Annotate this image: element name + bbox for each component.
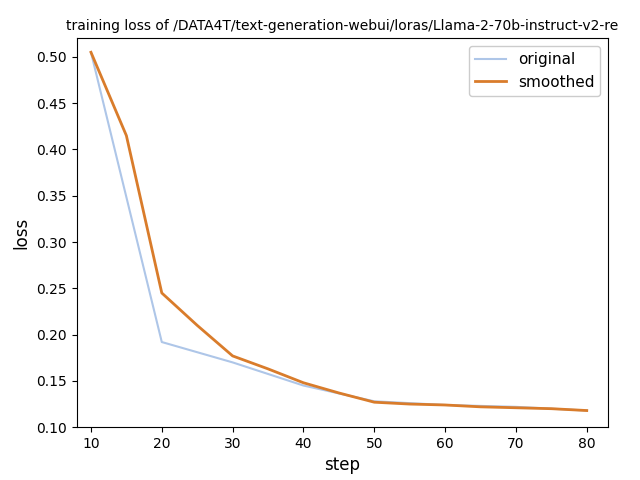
- smoothed: [300, 380, 307, 385]
- smoothed: [547, 406, 555, 411]
- smoothed: [193, 323, 201, 328]
- smoothed: [158, 290, 166, 296]
- original: [158, 339, 166, 345]
- original: [512, 404, 520, 410]
- original: [371, 398, 378, 404]
- original: [87, 49, 95, 55]
- X-axis label: step: step: [324, 456, 360, 474]
- smoothed: [477, 404, 484, 410]
- Y-axis label: loss: loss: [13, 216, 31, 249]
- Title: training loss of /DATA4T/text-generation-webui/loras/Llama-2-70b-instruct-v2-re: training loss of /DATA4T/text-generation…: [67, 19, 618, 33]
- original: [228, 360, 236, 365]
- smoothed: [87, 49, 95, 55]
- smoothed: [441, 402, 449, 408]
- smoothed: [264, 366, 272, 372]
- Legend: original, smoothed: original, smoothed: [469, 46, 600, 96]
- smoothed: [583, 408, 591, 413]
- Line: smoothed: smoothed: [91, 52, 587, 410]
- smoothed: [335, 390, 342, 396]
- original: [441, 402, 449, 408]
- smoothed: [228, 353, 236, 359]
- Line: original: original: [91, 52, 587, 410]
- original: [300, 383, 307, 388]
- smoothed: [512, 405, 520, 411]
- smoothed: [406, 401, 413, 407]
- smoothed: [122, 133, 130, 139]
- smoothed: [371, 399, 378, 405]
- original: [583, 408, 591, 413]
